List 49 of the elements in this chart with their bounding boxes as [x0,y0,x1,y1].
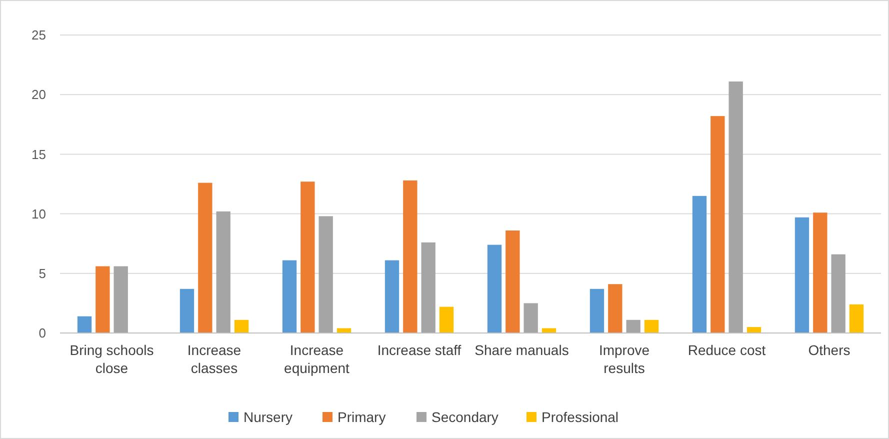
y-tick-label: 0 [38,326,46,341]
legend-label: Primary [338,408,386,425]
x-tick-label: Share manuals [474,342,569,358]
bar [813,212,828,333]
bar [487,244,502,333]
y-tick-label: 20 [32,87,46,102]
bar [77,316,92,333]
bar [849,304,864,333]
y-tick-label: 15 [32,146,46,162]
bar [198,182,212,333]
bar [96,266,110,333]
y-tick-label: 25 [32,28,46,43]
bar [300,182,315,333]
bar [384,260,400,333]
bar [794,217,810,333]
bar [234,320,249,333]
bar [282,260,297,333]
x-tick-label: Improve results [598,342,650,376]
bar [746,327,762,333]
bar [421,242,436,333]
bar [608,284,622,333]
bar [439,306,454,333]
x-tick-label: Bring schools close [70,342,154,376]
bar [626,320,640,333]
bar [728,81,743,333]
bar [114,266,128,333]
legend-label: Secondary [432,408,498,425]
bar [180,288,194,333]
legend-label: Nursery [244,408,293,425]
bar [831,254,846,333]
y-tick-label: 5 [38,266,46,281]
x-tick-label: Others [808,342,850,358]
bar [542,328,556,333]
x-tick-label: Increase classes [187,342,242,376]
bar [710,116,725,333]
bar [506,230,520,333]
bar [644,320,659,333]
bar [318,216,333,333]
x-tick-label: Reduce cost [688,342,766,358]
bar [692,196,707,333]
bar [524,303,538,333]
bar [336,328,352,333]
x-tick-label: Increase staff [377,342,462,358]
bar [216,211,230,333]
bar [403,180,418,333]
y-tick-label: 10 [32,206,46,222]
legend-label: Professional [542,408,619,425]
x-tick-label: Increase equipment [284,342,350,376]
bar [590,288,604,333]
